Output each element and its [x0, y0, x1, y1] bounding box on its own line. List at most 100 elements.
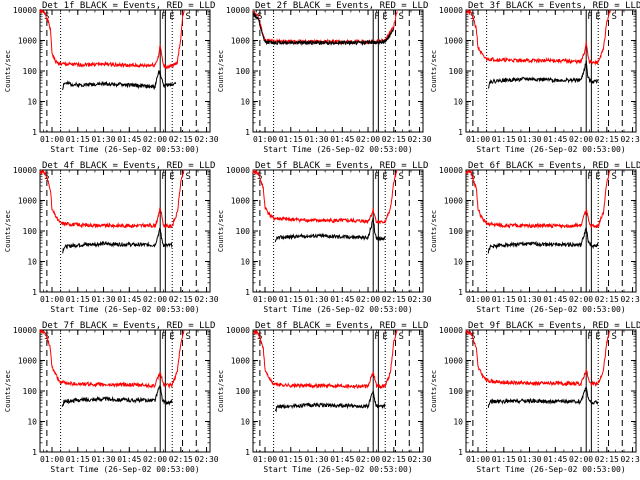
panel-title: Det 9f BLACK = Events, RED = LLD: [468, 321, 640, 331]
y-tick-label: 1000: [231, 357, 250, 366]
x-tick-label: 02:00: [569, 135, 593, 144]
saa-flag-label: S: [399, 12, 404, 22]
y-tick-label: 10000: [13, 326, 37, 335]
events-series-line: [274, 390, 386, 413]
plot-frame: [252, 329, 424, 453]
saa-flag-label: E: [382, 172, 387, 182]
saa-flag-label: S: [186, 12, 191, 22]
y-tick-label: 100: [23, 387, 38, 396]
y-tick-label: 100: [449, 387, 464, 396]
x-tick-label: 01:30: [91, 135, 115, 144]
x-tick-label: 01:15: [492, 295, 516, 304]
y-tick-label: 1: [245, 128, 250, 137]
events-series-line: [487, 60, 599, 89]
x-tick-label: 02:30: [621, 135, 640, 144]
plot-frame: [465, 169, 637, 293]
events-series-line: [252, 12, 395, 47]
events-series-line: [487, 386, 599, 408]
plot-frame: [39, 9, 211, 133]
panel-title: Det 8f BLACK = Events, RED = LLD: [255, 321, 428, 331]
x-tick-label: 02:30: [621, 455, 640, 464]
saa-flag-label: F: [374, 172, 379, 182]
panel-det-3: Det 3f BLACK = Events, RED = LLD Counts/s…: [430, 1, 640, 154]
x-tick-label: 01:15: [492, 455, 516, 464]
y-tick-label: 10000: [226, 6, 250, 15]
x-tick-label: 02:00: [356, 135, 380, 144]
events-series-line: [274, 217, 386, 243]
saa-flag-label: S: [44, 12, 49, 22]
panel-det-8: Det 8f BLACK = Events, RED = LLD Counts/s…: [217, 321, 432, 474]
x-tick-label: 01:30: [304, 295, 328, 304]
lld-series-line: [252, 329, 398, 390]
plot-frame: [39, 329, 211, 453]
lld-series-line: [39, 8, 185, 70]
saa-flag-label: E: [169, 172, 174, 182]
saa-flag-label: S: [612, 172, 617, 182]
plot-frame: [465, 9, 637, 133]
x-tick-label: 02:30: [621, 295, 640, 304]
lld-series-line: [252, 169, 398, 225]
y-tick-label: 1000: [444, 37, 463, 46]
x-tick-label: 02:30: [195, 455, 219, 464]
x-tick-label: 01:00: [466, 135, 490, 144]
x-tick-label: 02:15: [169, 455, 193, 464]
x-tick-label: 01:30: [517, 135, 541, 144]
y-tick-label: 1000: [444, 197, 463, 206]
events-series-line: [62, 227, 173, 254]
y-tick-label: 100: [449, 67, 464, 76]
x-axis-label: Start Time (26-Sep-02 00:53:00): [50, 465, 199, 474]
x-tick-label: 01:45: [330, 135, 354, 144]
y-tick-label: 1000: [18, 197, 37, 206]
x-tick-label: 02:15: [595, 295, 619, 304]
y-tick-label: 1000: [231, 37, 250, 46]
x-tick-label: 01:00: [40, 135, 64, 144]
panel-det-7: Det 7f BLACK = Events, RED = LLD Counts/s…: [4, 321, 219, 474]
x-tick-label: 01:15: [279, 455, 303, 464]
lld-series-line: [465, 329, 611, 388]
y-tick-label: 10000: [439, 326, 463, 335]
y-tick-label: 10: [453, 258, 463, 267]
y-tick-label: 10000: [226, 326, 250, 335]
y-tick-label: 100: [449, 227, 464, 236]
x-tick-label: 01:00: [253, 135, 277, 144]
panel-title: Det 3f BLACK = Events, RED = LLD: [468, 1, 640, 11]
lld-series-line: [39, 169, 185, 230]
x-tick-label: 02:00: [143, 135, 167, 144]
y-tick-label: 1000: [231, 197, 250, 206]
y-tick-label: 1000: [444, 357, 463, 366]
x-tick-label: 01:15: [66, 135, 90, 144]
y-axis-label: Counts/sec: [4, 210, 12, 252]
x-axis-label: Start Time (26-Sep-02 00:53:00): [263, 305, 412, 314]
x-tick-label: 01:45: [117, 455, 141, 464]
y-axis-label: Counts/sec: [430, 50, 438, 92]
y-tick-label: 10: [240, 98, 250, 107]
x-tick-label: 01:45: [117, 295, 141, 304]
x-tick-label: 01:45: [543, 135, 567, 144]
x-tick-label: 02:00: [143, 455, 167, 464]
saa-flag-label: E: [382, 12, 387, 22]
saa-flag-label: E: [382, 332, 387, 342]
x-tick-label: 01:45: [543, 295, 567, 304]
y-tick-label: 1000: [18, 37, 37, 46]
saa-flag-label: E: [595, 172, 600, 182]
events-series-line: [487, 227, 599, 254]
saa-flag-label: F: [587, 172, 592, 182]
x-axis-label: Start Time (26-Sep-02 00:53:00): [50, 145, 199, 154]
saa-flag-label: F: [587, 332, 592, 342]
panel-det-4: Det 4f BLACK = Events, RED = LLD Counts/s…: [4, 161, 219, 314]
y-tick-label: 1: [245, 448, 250, 457]
y-tick-label: 10000: [13, 6, 37, 15]
y-tick-label: 1: [458, 128, 463, 137]
saa-flag-label: E: [169, 332, 174, 342]
x-tick-label: 01:00: [40, 295, 64, 304]
x-axis-label: Start Time (26-Sep-02 00:53:00): [476, 465, 625, 474]
y-tick-label: 100: [236, 227, 251, 236]
y-axis-label: Counts/sec: [4, 50, 12, 92]
y-tick-label: 100: [23, 227, 38, 236]
x-tick-label: 02:00: [356, 455, 380, 464]
y-axis-label: Counts/sec: [217, 370, 225, 412]
panel-title: Det 4f BLACK = Events, RED = LLD: [42, 161, 215, 171]
y-tick-label: 10: [453, 98, 463, 107]
x-tick-label: 01:30: [91, 295, 115, 304]
panel-det-5: Det 5f BLACK = Events, RED = LLD Counts/s…: [217, 161, 432, 314]
